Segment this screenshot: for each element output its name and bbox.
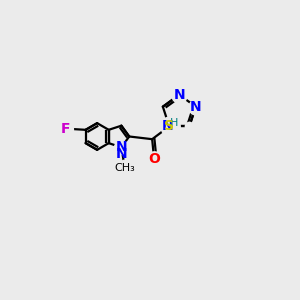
Text: N: N [190,100,202,114]
Text: CH₃: CH₃ [115,163,135,173]
Text: N: N [116,140,127,154]
Text: H: H [170,118,178,128]
Text: N: N [162,119,174,133]
Text: S: S [164,119,174,133]
Text: F: F [61,122,71,136]
Text: N: N [173,88,185,102]
Text: N: N [116,147,127,161]
Text: O: O [148,152,160,166]
